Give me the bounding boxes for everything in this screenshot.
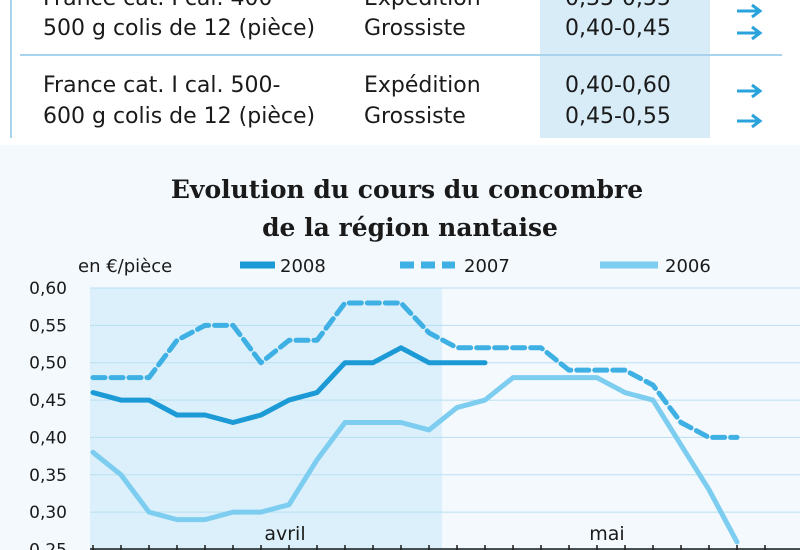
right-arrow-icon	[737, 113, 763, 129]
product-label: 500 g colis de 12 (pièce)	[43, 16, 316, 41]
price-value: 0,35-0,55	[565, 0, 671, 14]
legend-label-2007: 2007	[464, 256, 510, 277]
market-label: Grossiste	[364, 104, 466, 129]
product-label: 600 g colis de 12 (pièce)	[43, 104, 316, 129]
y-tick-label: 0,25	[29, 541, 67, 550]
right-arrow-icon	[737, 83, 763, 99]
price-value: 0,45-0,55	[565, 104, 671, 129]
price-line-chart: Evolution du cours du concombre de la ré…	[29, 175, 800, 550]
product-label: France cat. I cal. 400-	[43, 0, 280, 14]
series-line-2007	[90, 300, 740, 440]
series-line-2006	[90, 375, 740, 545]
y-tick-label: 0,40	[29, 428, 67, 448]
market-label: Expédition	[364, 73, 481, 98]
market-label: Expédition	[364, 0, 481, 14]
y-tick-label: 0,45	[29, 391, 67, 411]
price-value: 0,40-0,45	[565, 16, 671, 41]
chart-subtitle: de la région nantaise	[262, 213, 558, 242]
y-tick-label: 0,50	[29, 354, 67, 374]
right-arrow-icon	[737, 3, 763, 19]
y-tick-label: 0,60	[29, 279, 67, 299]
market-label: Grossiste	[364, 16, 466, 41]
highlight-band	[90, 288, 442, 550]
price-column-highlight	[540, 0, 710, 138]
price-table: France cat. I cal. 400- 500 g colis de 1…	[0, 0, 800, 145]
chart-panel: Evolution du cours du concombre de la ré…	[0, 152, 800, 550]
y-axis-unit-label: en €/pièce	[78, 256, 172, 277]
row-divider	[20, 54, 782, 56]
price-value: 0,40-0,60	[565, 73, 671, 98]
y-tick-label: 0,30	[29, 503, 67, 523]
table-bracket	[10, 0, 12, 138]
y-tick-label: 0,55	[29, 316, 67, 336]
legend-label-2008: 2008	[280, 256, 326, 277]
right-arrow-icon	[737, 25, 763, 41]
product-label: France cat. I cal. 500-	[43, 73, 281, 98]
y-tick-label: 0,35	[29, 466, 67, 486]
chart-title: Evolution du cours du concombre	[171, 175, 643, 204]
month-label-mai: mai	[589, 523, 624, 545]
legend-label-2006: 2006	[665, 256, 711, 277]
month-label-avril: avril	[264, 523, 305, 545]
series-line-2008	[90, 345, 488, 425]
